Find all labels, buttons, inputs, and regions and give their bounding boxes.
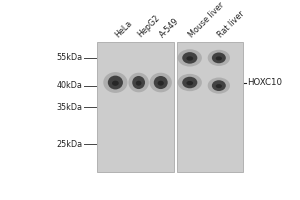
Text: A-549: A-549: [158, 16, 182, 39]
Ellipse shape: [132, 76, 145, 89]
Ellipse shape: [103, 72, 128, 93]
Ellipse shape: [208, 78, 230, 94]
Ellipse shape: [212, 52, 226, 63]
Ellipse shape: [154, 76, 168, 89]
Ellipse shape: [108, 76, 123, 89]
Ellipse shape: [158, 81, 164, 86]
Ellipse shape: [216, 84, 222, 88]
Bar: [177, 42, 243, 172]
Text: HepG2: HepG2: [136, 14, 162, 39]
Ellipse shape: [208, 50, 230, 66]
Bar: [97, 42, 174, 172]
Text: 40kDa: 40kDa: [57, 81, 83, 90]
Text: Rat liver: Rat liver: [217, 9, 247, 39]
Ellipse shape: [182, 52, 197, 64]
Ellipse shape: [182, 77, 197, 88]
Ellipse shape: [212, 80, 226, 91]
Text: HOXC10: HOXC10: [248, 78, 282, 87]
Text: 35kDa: 35kDa: [57, 103, 83, 112]
Ellipse shape: [150, 73, 172, 92]
Ellipse shape: [178, 49, 202, 67]
Ellipse shape: [136, 81, 142, 86]
Ellipse shape: [178, 74, 202, 91]
Ellipse shape: [186, 81, 193, 85]
Ellipse shape: [186, 56, 193, 61]
Text: 55kDa: 55kDa: [57, 53, 83, 62]
Ellipse shape: [128, 73, 149, 92]
Ellipse shape: [216, 56, 222, 60]
Text: 25kDa: 25kDa: [57, 140, 83, 149]
Text: HeLa: HeLa: [113, 19, 134, 39]
Text: Mouse liver: Mouse liver: [188, 0, 226, 39]
Ellipse shape: [112, 81, 119, 86]
